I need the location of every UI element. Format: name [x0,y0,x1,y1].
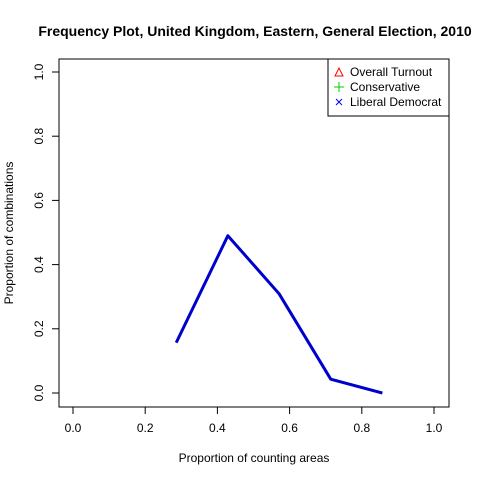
series-line [174,234,383,395]
legend-box [327,58,450,117]
x-tick-label: 0.0 [65,421,82,435]
legend-label: Liberal Democrat [350,95,442,109]
y-tick-label: 0.8 [32,128,46,145]
chart-title: Frequency Plot, United Kingdom, Eastern,… [38,23,472,39]
legend-label: Conservative [350,80,420,94]
y-tick-label: 1.0 [32,63,46,80]
x-tick-label: 0.8 [353,421,370,435]
x-tick-label: 0.4 [209,421,226,435]
x-axis: 0.0 0.2 0.4 0.6 0.8 1.0 [65,406,443,435]
y-tick-label: 0.0 [32,384,46,401]
legend-cross-icon [335,98,343,106]
legend-label: Overall Turnout [350,65,433,79]
series-layer [174,234,383,395]
legend-cross-b [335,98,343,106]
legend-triangle-icon [334,66,344,77]
x-tick-label: 0.2 [137,421,154,435]
y-axis: 0.0 0.2 0.4 0.6 0.8 1.0 [32,63,60,401]
legend-plus-icon [334,82,344,92]
y-tick-label: 0.2 [32,320,46,337]
x-tick-label: 0.6 [281,421,298,435]
x-axis-label: Proportion of counting areas [179,451,330,465]
y-tick-label: 0.4 [32,256,46,273]
y-tick-label: 0.6 [32,192,46,209]
x-tick-label: 1.0 [426,421,443,435]
y-axis-label: Proportion of combinations [2,162,16,305]
